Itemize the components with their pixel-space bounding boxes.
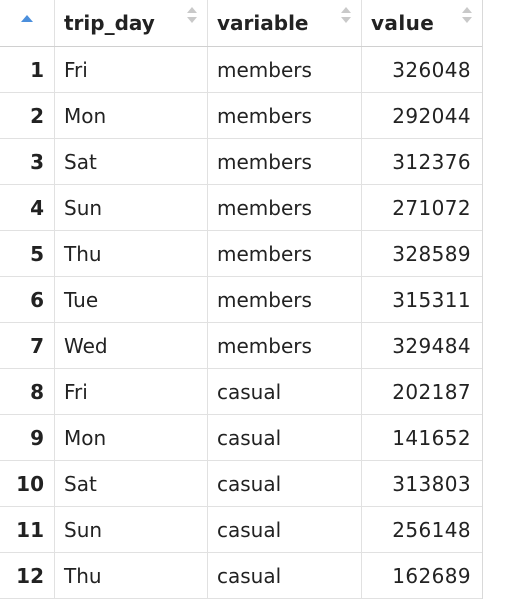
variable-cell: casual bbox=[208, 369, 362, 414]
table-row: 1 Fri members 326048 bbox=[0, 47, 482, 93]
trip-day-cell: Sat bbox=[55, 461, 208, 506]
trip-day-cell: Fri bbox=[55, 47, 208, 92]
row-index-cell: 5 bbox=[0, 231, 55, 276]
variable-cell: members bbox=[208, 93, 362, 138]
variable-cell: members bbox=[208, 47, 362, 92]
sort-both-icon bbox=[187, 7, 197, 29]
table-row: 5 Thu members 328589 bbox=[0, 231, 482, 277]
value-cell: 329484 bbox=[392, 333, 471, 358]
value-cell: 202187 bbox=[392, 379, 471, 404]
column-header-value[interactable]: value bbox=[362, 0, 482, 46]
row-index-cell: 9 bbox=[0, 415, 55, 460]
table-row: 10 Sat casual 313803 bbox=[0, 461, 482, 507]
value-cell: 312376 bbox=[392, 149, 471, 174]
value-cell: 256148 bbox=[392, 517, 471, 542]
row-index-cell: 1 bbox=[0, 47, 55, 92]
trip-day-cell: Tue bbox=[55, 277, 208, 322]
trip-day-cell: Wed bbox=[55, 323, 208, 368]
table-body: 1 Fri members 326048 2 Mon members 292044 3 Sat me… bbox=[0, 47, 482, 599]
table-row: 8 Fri casual 202187 bbox=[0, 369, 482, 415]
data-viewer-table: trip_day variable value 1 Fri members 32604… bbox=[0, 0, 483, 599]
row-index-cell: 10 bbox=[0, 461, 55, 506]
row-index-cell: 12 bbox=[0, 553, 55, 598]
trip-day-cell: Thu bbox=[55, 231, 208, 276]
column-header-variable[interactable]: variable bbox=[208, 0, 362, 46]
trip-day-cell: Sat bbox=[55, 139, 208, 184]
variable-cell: casual bbox=[208, 553, 362, 598]
value-cell: 271072 bbox=[392, 195, 471, 220]
column-header-label: variable bbox=[217, 11, 309, 35]
sort-ascending-icon bbox=[21, 14, 33, 22]
table-row: 9 Mon casual 141652 bbox=[0, 415, 482, 461]
table-row: 7 Wed members 329484 bbox=[0, 323, 482, 369]
table-row: 3 Sat members 312376 bbox=[0, 139, 482, 185]
row-index-cell: 2 bbox=[0, 93, 55, 138]
variable-cell: members bbox=[208, 231, 362, 276]
variable-cell: casual bbox=[208, 415, 362, 460]
row-index-cell: 8 bbox=[0, 369, 55, 414]
value-cell: 313803 bbox=[392, 471, 471, 496]
column-header-label: trip_day bbox=[64, 11, 155, 35]
row-index-cell: 7 bbox=[0, 323, 55, 368]
row-index-cell: 6 bbox=[0, 277, 55, 322]
variable-cell: casual bbox=[208, 461, 362, 506]
variable-cell: members bbox=[208, 277, 362, 322]
table-row: 12 Thu casual 162689 bbox=[0, 553, 482, 599]
table-row: 2 Mon members 292044 bbox=[0, 93, 482, 139]
variable-cell: members bbox=[208, 185, 362, 230]
table-header: trip_day variable value bbox=[0, 0, 482, 47]
value-cell: 315311 bbox=[392, 287, 471, 312]
trip-day-cell: Mon bbox=[55, 93, 208, 138]
row-index-cell: 4 bbox=[0, 185, 55, 230]
table-row: 4 Sun members 271072 bbox=[0, 185, 482, 231]
trip-day-cell: Fri bbox=[55, 369, 208, 414]
row-index-header[interactable] bbox=[0, 0, 55, 46]
value-cell: 326048 bbox=[392, 57, 471, 82]
column-header-trip-day[interactable]: trip_day bbox=[55, 0, 208, 46]
value-cell: 141652 bbox=[392, 425, 471, 450]
variable-cell: members bbox=[208, 139, 362, 184]
table-row: 11 Sun casual 256148 bbox=[0, 507, 482, 553]
sort-both-icon bbox=[341, 7, 351, 29]
trip-day-cell: Mon bbox=[55, 415, 208, 460]
value-cell: 328589 bbox=[392, 241, 471, 266]
trip-day-cell: Sun bbox=[55, 507, 208, 552]
sort-both-icon bbox=[462, 7, 472, 29]
variable-cell: members bbox=[208, 323, 362, 368]
trip-day-cell: Sun bbox=[55, 185, 208, 230]
value-cell: 162689 bbox=[392, 563, 471, 588]
column-header-label: value bbox=[371, 11, 435, 35]
row-index-cell: 11 bbox=[0, 507, 55, 552]
trip-day-cell: Thu bbox=[55, 553, 208, 598]
row-index-cell: 3 bbox=[0, 139, 55, 184]
value-cell: 292044 bbox=[392, 103, 471, 128]
variable-cell: casual bbox=[208, 507, 362, 552]
table-row: 6 Tue members 315311 bbox=[0, 277, 482, 323]
